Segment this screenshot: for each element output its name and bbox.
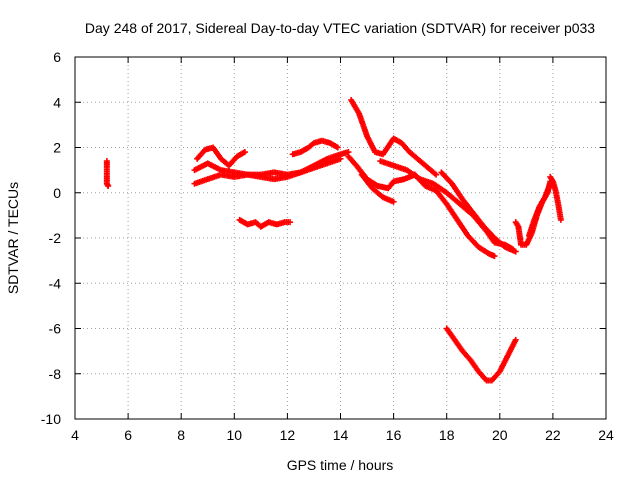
data-point: [241, 149, 248, 156]
y-axis-label: SDTVAR / TECUs: [5, 182, 21, 294]
series-track-10: [411, 171, 498, 260]
data-point: [105, 182, 112, 189]
series-track-2: [191, 155, 344, 187]
y-tick-label: 6: [53, 49, 61, 65]
x-tick-label: 18: [439, 427, 455, 443]
series-track-8: [358, 171, 397, 205]
y-tick-label: -10: [41, 411, 61, 427]
x-tick-label: 8: [177, 427, 185, 443]
x-tick-label: 14: [333, 427, 349, 443]
series-track-6: [348, 96, 440, 178]
y-tick-label: -8: [49, 366, 62, 382]
series-track-4: [289, 137, 341, 158]
y-tick-label: -6: [49, 321, 62, 337]
series-track-5: [236, 216, 294, 230]
data-points: [103, 96, 564, 384]
series-track-3: [194, 144, 248, 169]
y-tick-label: -2: [49, 230, 62, 246]
grid: [75, 57, 606, 419]
y-tick-label: 4: [53, 94, 61, 110]
x-tick-label: 6: [124, 427, 132, 443]
series-track-15: [443, 325, 519, 384]
data-point: [334, 144, 341, 151]
x-tick-label: 16: [386, 427, 402, 443]
data-point: [390, 198, 397, 205]
x-tick-label: 20: [492, 427, 508, 443]
x-tick-label: 4: [71, 427, 79, 443]
x-tick-label: 24: [598, 427, 614, 443]
series-track-14: [547, 173, 564, 223]
x-tick-label: 22: [545, 427, 561, 443]
y-tick-label: 2: [53, 140, 61, 156]
series-track-13: [526, 180, 554, 239]
y-tick-label: -4: [49, 275, 62, 291]
data-point: [512, 248, 519, 255]
data-point: [433, 171, 440, 178]
chart-title: Day 248 of 2017, Sidereal Day-to-day VTE…: [85, 20, 595, 36]
data-point: [557, 216, 564, 223]
series-track-early: [103, 158, 112, 189]
data-point: [512, 336, 519, 343]
x-tick-label: 10: [227, 427, 243, 443]
x-tick-label: 12: [280, 427, 296, 443]
y-tick-label: 0: [53, 185, 61, 201]
x-axis-label: GPS time / hours: [287, 457, 394, 473]
data-point: [491, 253, 498, 260]
series-track-11: [438, 169, 519, 255]
data-point: [287, 219, 294, 226]
data-point: [337, 155, 344, 162]
